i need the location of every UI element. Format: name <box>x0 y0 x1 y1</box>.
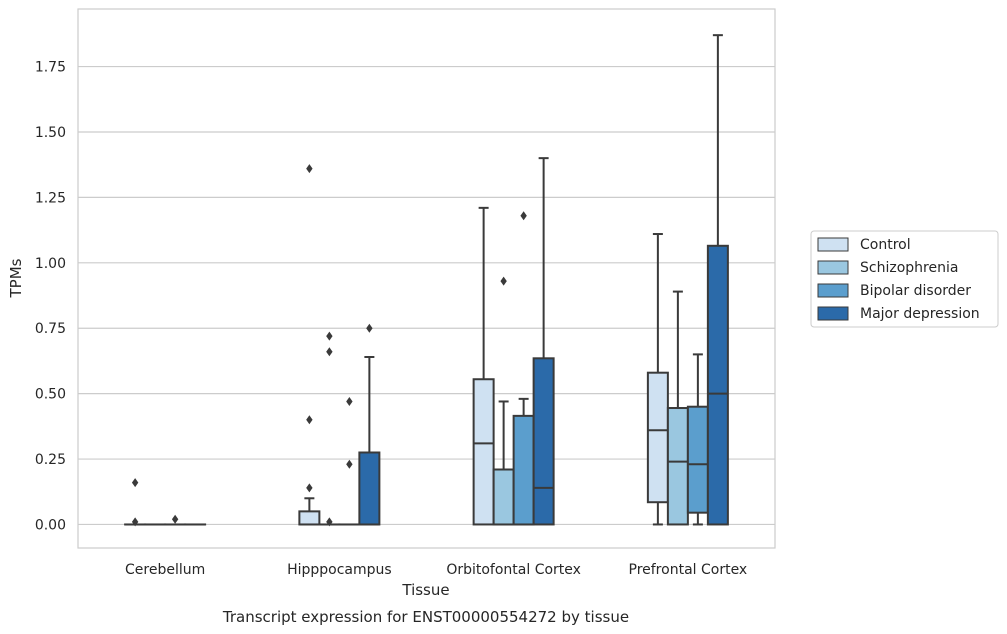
boxplot <box>646 233 669 526</box>
legend-items: Control Schizophrenia Bipolar disorder Majo… <box>817 237 980 322</box>
y-tick-label: 1.00 <box>35 256 66 272</box>
outlier-point <box>346 459 353 469</box>
legend-frame <box>810 230 999 328</box>
boxplot <box>666 290 689 526</box>
y-tick-label: 1.75 <box>35 60 66 76</box>
plot-area <box>77 8 776 549</box>
legend-label: Control <box>860 237 911 253</box>
legend-swatch <box>817 283 849 298</box>
box <box>706 244 729 526</box>
legend-swatch <box>817 237 849 252</box>
x-tick-label: Cerebellum <box>125 562 205 578</box>
boxplot <box>298 164 321 526</box>
legend-label: Major depression <box>860 306 980 322</box>
outlier-point <box>326 347 333 357</box>
legend-swatch <box>817 260 849 275</box>
y-tick-label: 0.75 <box>35 321 66 337</box>
y-axis-label: TPMs <box>7 258 25 298</box>
outlier-point <box>326 517 333 527</box>
outlier-point <box>306 483 313 493</box>
box <box>492 468 515 526</box>
boxplot <box>532 157 555 526</box>
y-tick-label: 0.25 <box>35 452 66 468</box>
y-axis-ticks: 0.00 0.25 0.50 0.75 1.00 1.25 1.50 1.75 <box>35 60 66 534</box>
box <box>666 407 689 526</box>
outlier-point <box>500 276 507 286</box>
outlier-point <box>131 478 139 488</box>
outlier-point <box>171 514 179 524</box>
y-tick-label: 1.25 <box>35 190 66 206</box>
box <box>298 510 321 526</box>
boxplot <box>358 323 381 526</box>
boxplot <box>686 353 709 526</box>
boxplot <box>512 211 535 526</box>
x-tick-label: Orbitofontal Cortex <box>446 562 581 578</box>
legend-label: Schizophrenia <box>860 260 958 276</box>
boxplot <box>472 206 495 526</box>
boxplot <box>124 478 147 527</box>
boxplot <box>492 276 515 526</box>
y-tick-label: 0.00 <box>35 517 66 533</box>
boxplot <box>706 34 729 526</box>
legend-swatch <box>817 306 849 321</box>
box <box>646 371 669 504</box>
outlier-point <box>520 211 527 221</box>
boxplots <box>124 34 729 527</box>
y-tick-label: 0.50 <box>35 387 66 403</box>
x-axis-label: Tissue <box>401 581 449 599</box>
box <box>358 451 381 526</box>
x-tick-label: Prefrontal Cortex <box>629 562 748 578</box>
legend: Control Schizophrenia Bipolar disorder Majo… <box>810 230 999 328</box>
box <box>532 357 555 526</box>
outlier-point <box>306 415 313 425</box>
boxplot <box>318 331 341 527</box>
x-tick-label: Hipppocampus <box>287 562 392 578</box>
outlier-point <box>306 164 313 174</box>
x-axis-ticks: Cerebellum Hipppocampus Orbitofontal Corte… <box>125 562 747 578</box>
chart-caption: Transcript expression for ENST0000055427… <box>222 608 629 626</box>
box <box>472 378 495 526</box>
outlier-point <box>326 331 333 341</box>
box <box>512 414 535 526</box>
outlier-point <box>346 396 353 406</box>
y-tick-label: 1.50 <box>35 125 66 141</box>
outlier-point <box>366 323 373 333</box>
gridlines <box>78 65 775 526</box>
box <box>686 405 709 514</box>
outlier-point <box>131 517 139 527</box>
legend-label: Bipolar disorder <box>860 283 971 299</box>
boxplot <box>164 514 187 526</box>
boxplot <box>338 396 361 526</box>
